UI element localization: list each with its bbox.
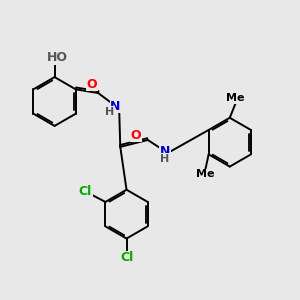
Text: H: H — [105, 107, 114, 117]
Text: Me: Me — [226, 93, 245, 103]
Text: O: O — [130, 129, 141, 142]
Text: H: H — [160, 154, 169, 164]
Text: N: N — [110, 100, 121, 113]
Text: N: N — [160, 146, 170, 158]
Text: O: O — [86, 78, 97, 91]
Text: Cl: Cl — [120, 251, 133, 264]
Text: Me: Me — [196, 169, 215, 179]
Text: Cl: Cl — [79, 185, 92, 198]
Text: HO: HO — [46, 51, 68, 64]
